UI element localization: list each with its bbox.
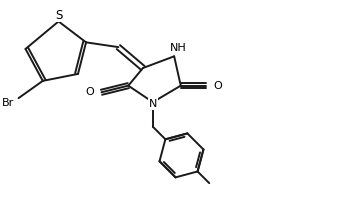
Text: S: S	[55, 9, 62, 22]
Text: O: O	[214, 81, 223, 91]
Text: O: O	[85, 87, 94, 97]
Text: N: N	[149, 99, 157, 109]
Text: NH: NH	[170, 43, 186, 53]
Text: Br: Br	[2, 98, 14, 108]
